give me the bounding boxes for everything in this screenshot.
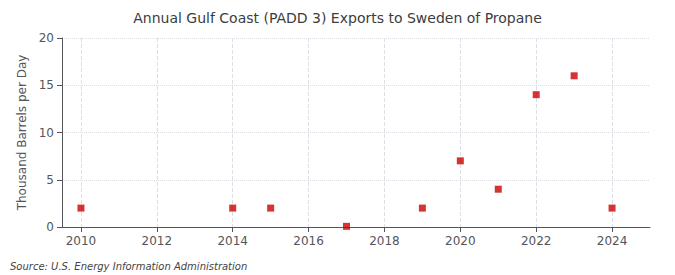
svg-text:2024: 2024 (597, 234, 628, 248)
svg-text:0: 0 (46, 220, 54, 234)
svg-text:2014: 2014 (217, 234, 248, 248)
svg-text:Annual Gulf Coast (PADD 3) Exp: Annual Gulf Coast (PADD 3) Exports to Sw… (133, 10, 542, 26)
svg-text:10: 10 (39, 126, 54, 140)
svg-text:Source: U.S. Energy Informatio: Source: U.S. Energy Information Administ… (10, 261, 247, 272)
svg-text:5: 5 (46, 173, 54, 187)
svg-text:20: 20 (39, 31, 54, 45)
svg-text:2020: 2020 (445, 234, 476, 248)
svg-text:2018: 2018 (369, 234, 400, 248)
svg-text:15: 15 (39, 78, 54, 92)
svg-text:2012: 2012 (142, 234, 173, 248)
svg-text:2022: 2022 (521, 234, 552, 248)
svg-text:2016: 2016 (293, 234, 324, 248)
svg-text:Thousand Barrels per Day: Thousand Barrels per Day (15, 55, 29, 212)
svg-text:2010: 2010 (66, 234, 97, 248)
